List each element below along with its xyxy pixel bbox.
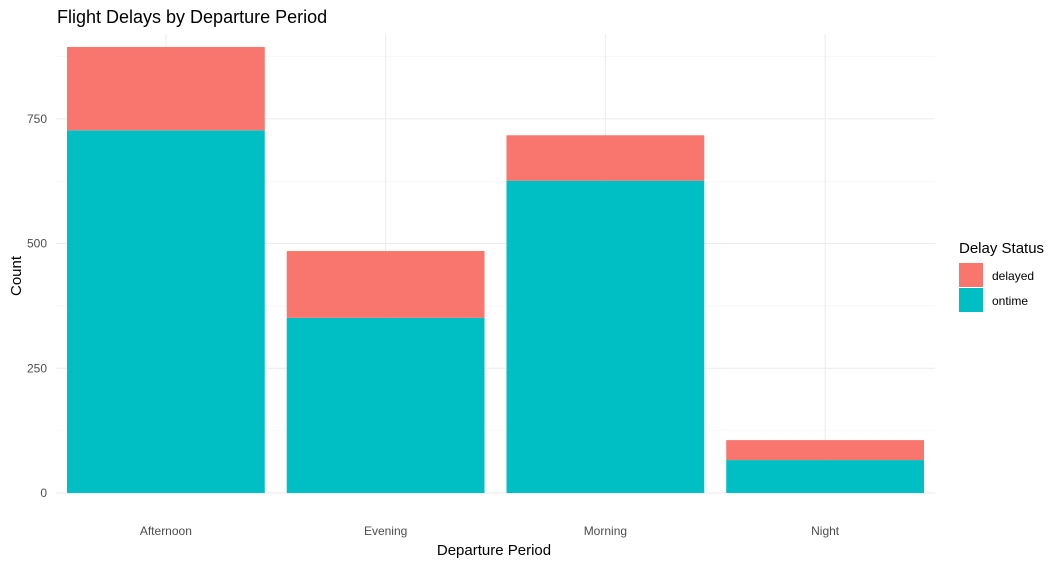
bar-delayed-evening xyxy=(286,251,485,318)
y-tick-label: 250 xyxy=(27,361,47,375)
bar-ontime-evening xyxy=(286,317,485,493)
bar-layer xyxy=(66,46,925,494)
x-axis-title: Departure Period xyxy=(437,542,551,559)
legend-label-delayed: delayed xyxy=(992,269,1034,283)
y-tick-labels: 0 250 500 750 xyxy=(27,112,47,500)
x-tick-label: Night xyxy=(811,524,840,538)
y-axis-title: Count xyxy=(8,255,25,296)
legend-key-ontime xyxy=(959,288,983,312)
legend: Delay Status delayed ontime xyxy=(959,240,1044,312)
chart-title: Flight Delays by Departure Period xyxy=(57,7,327,27)
legend-label-ontime: ontime xyxy=(992,294,1028,308)
y-tick-label: 500 xyxy=(27,237,47,251)
bar-ontime-night xyxy=(726,460,925,493)
bar-ontime-morning xyxy=(506,180,705,494)
x-tick-label: Afternoon xyxy=(140,524,192,538)
x-tick-label: Morning xyxy=(584,524,627,538)
bar-delayed-morning xyxy=(506,135,705,181)
y-tick-label: 0 xyxy=(40,486,47,500)
x-tick-labels: Afternoon Evening Morning Night xyxy=(140,524,840,538)
bar-delayed-afternoon xyxy=(66,46,265,131)
legend-key-delayed xyxy=(959,263,983,287)
y-tick-label: 750 xyxy=(27,112,47,126)
legend-title: Delay Status xyxy=(959,240,1044,257)
x-tick-label: Evening xyxy=(364,524,407,538)
bar-delayed-night xyxy=(726,440,925,461)
legend-entries: delayed ontime xyxy=(959,263,1034,312)
bar-ontime-afternoon xyxy=(66,130,265,493)
